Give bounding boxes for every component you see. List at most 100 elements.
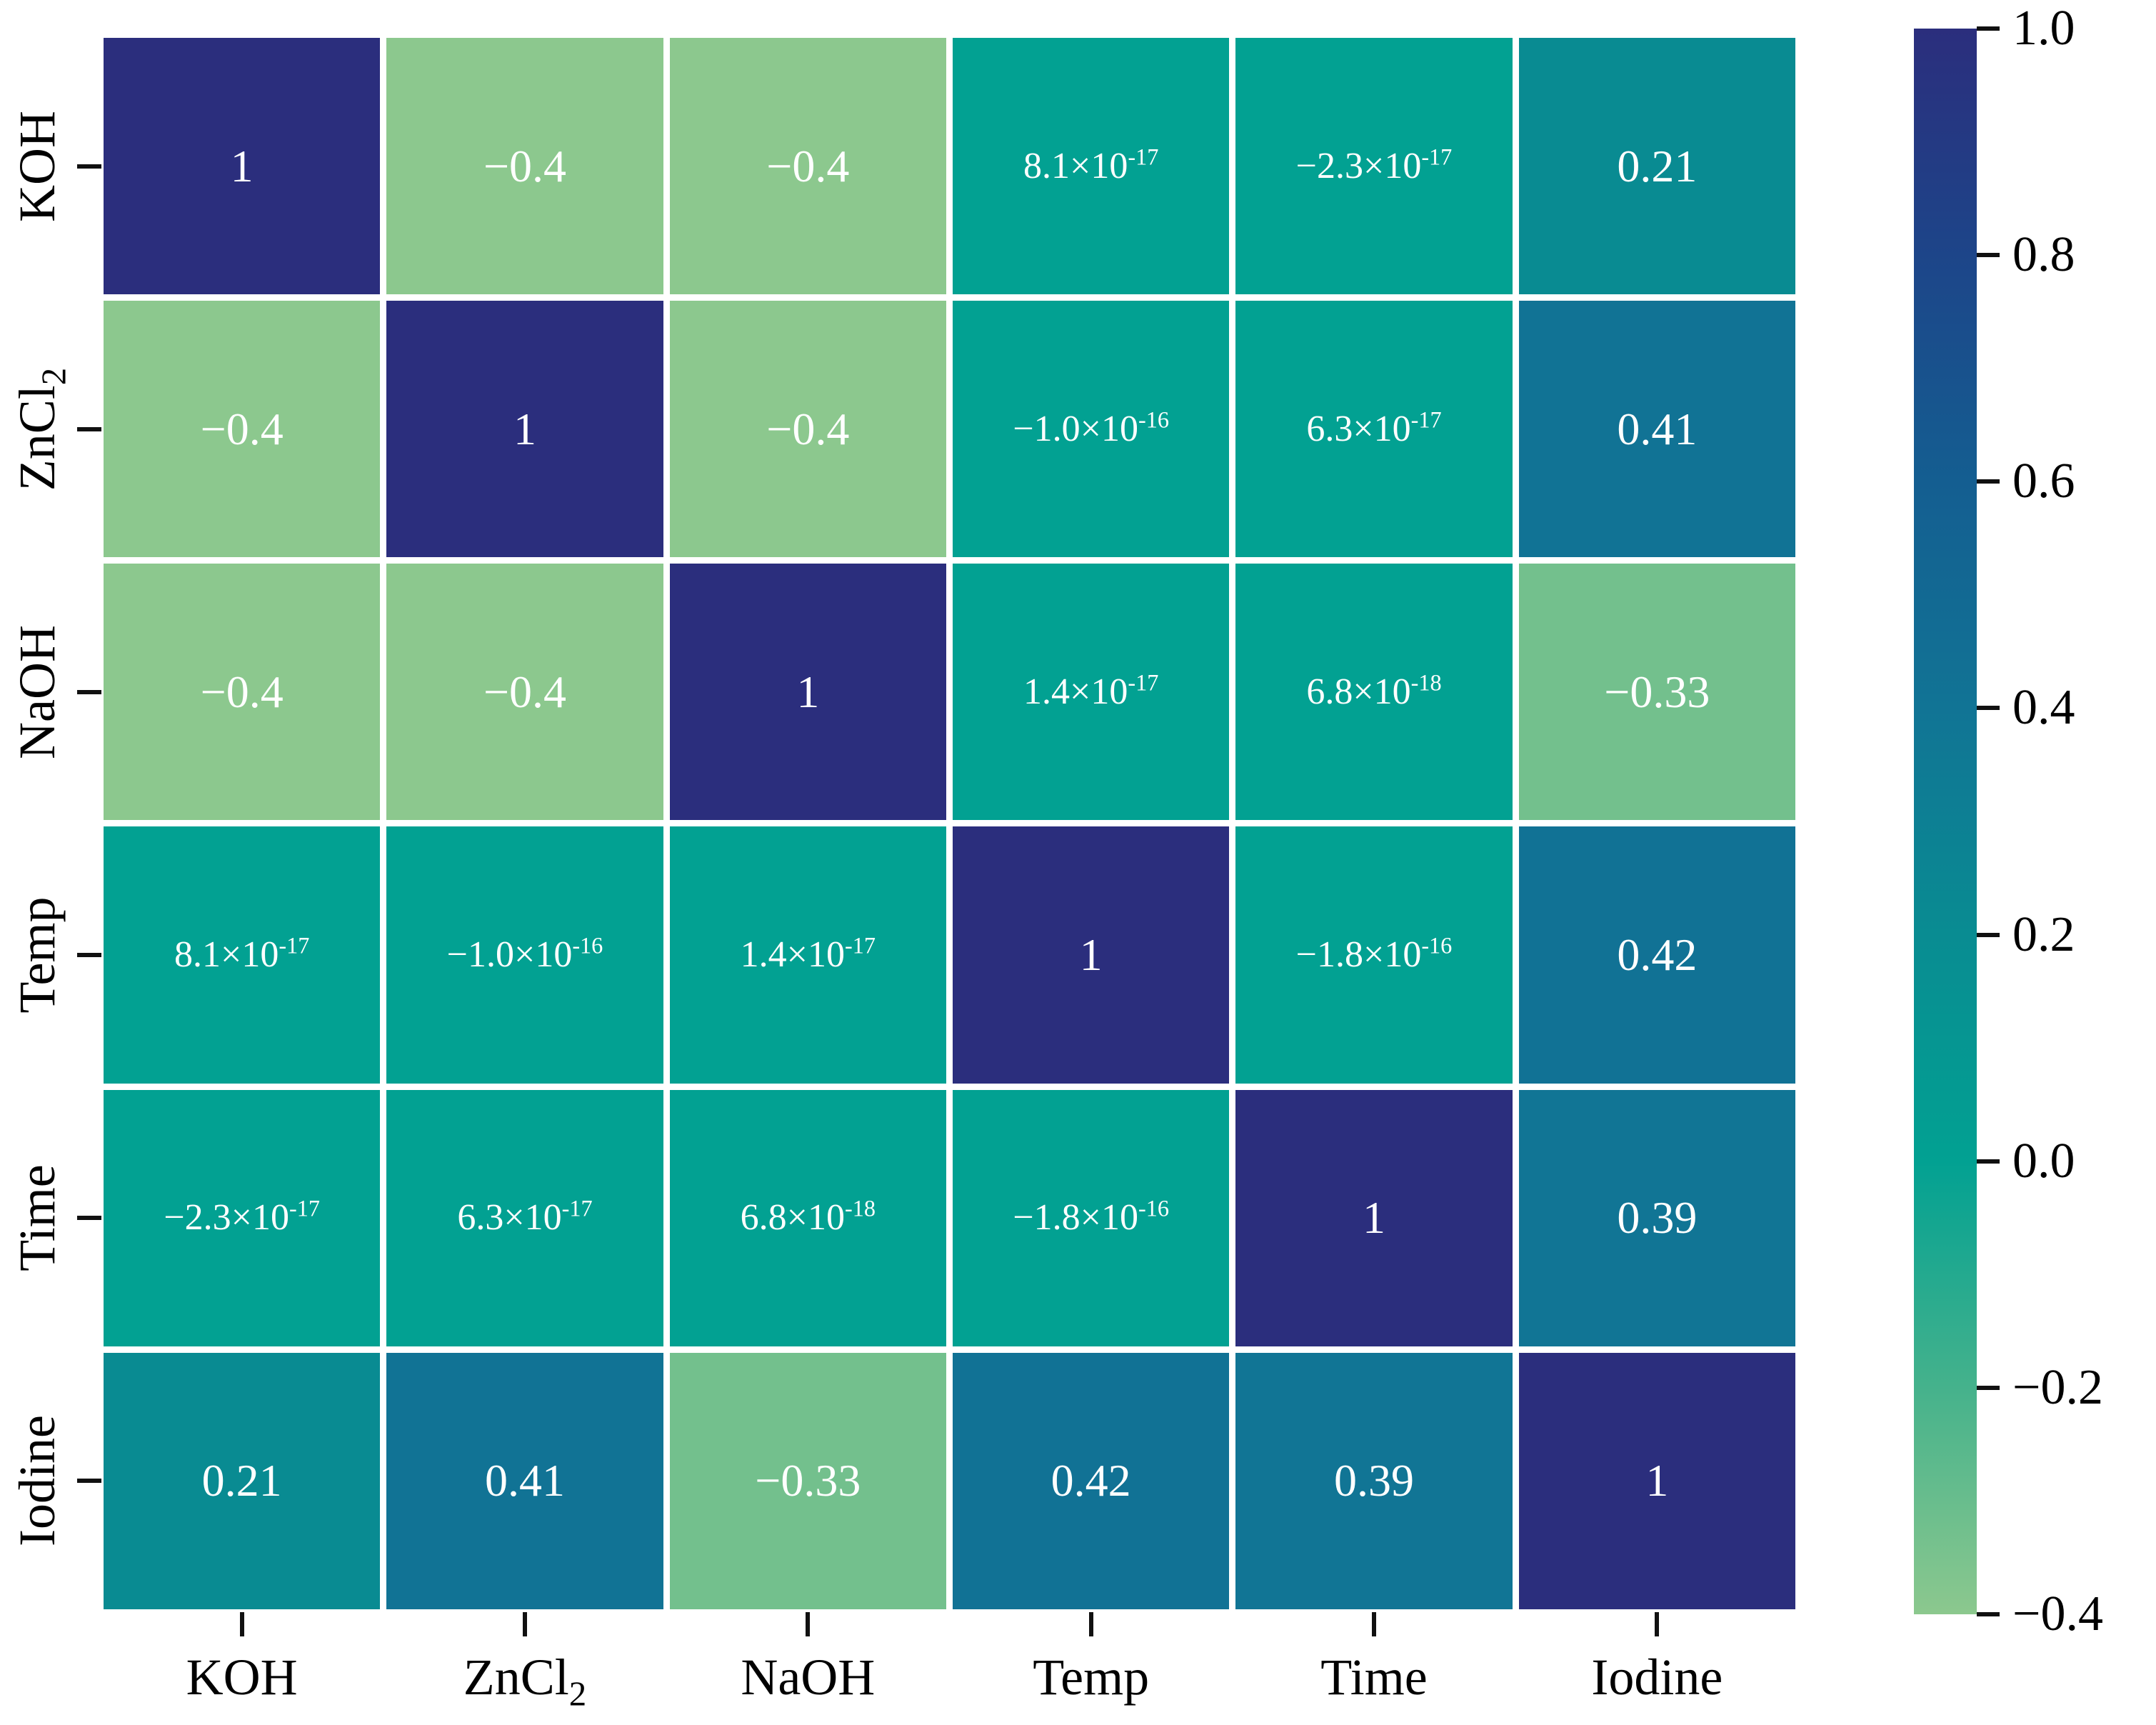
cell-value: 0.41	[484, 1455, 565, 1506]
cell-value: −2.3×10-17	[1295, 144, 1453, 186]
y-axis-label: Iodine	[9, 1415, 66, 1547]
colorbar-tick-label: −0.4	[2012, 1586, 2103, 1641]
colorbar-tick-label: 0.0	[2012, 1133, 2075, 1189]
colorbar-tick	[1977, 1612, 2000, 1616]
cell-value: 1	[230, 140, 254, 191]
heatmap-cell: 0.42	[1518, 826, 1795, 1084]
heatmap-cell: 8.1×10-17	[104, 826, 381, 1084]
heatmap-cell: −0.4	[669, 301, 946, 558]
heatmap-cell: 0.41	[386, 1352, 663, 1609]
heatmap-cell: 1	[1235, 1089, 1513, 1346]
cell-value: 0.21	[201, 1455, 282, 1506]
cell-value: −0.4	[200, 403, 284, 454]
heatmap-cell: 1	[953, 826, 1230, 1084]
colorbar-tick	[1977, 479, 2000, 484]
y-axis-tick	[77, 1216, 101, 1221]
cell-value: 8.1×10-17	[1023, 144, 1159, 186]
colorbar-tick-label: −0.2	[2012, 1359, 2103, 1415]
cell-value: 0.41	[1617, 403, 1698, 454]
cell-value: −0.33	[1604, 666, 1710, 717]
y-axis-tick	[77, 1479, 101, 1484]
heatmap-cell: 1	[1518, 1352, 1795, 1609]
cell-value: 0.42	[1617, 929, 1698, 981]
y-axis-label: ZnCl2	[9, 367, 74, 491]
cell-value: 1	[1079, 929, 1103, 981]
heatmap-cell: 0.39	[1518, 1089, 1795, 1346]
x-axis-label: Temp	[1033, 1649, 1150, 1706]
heatmap-cell: −0.33	[669, 1352, 946, 1609]
cell-value: 1	[796, 666, 820, 717]
heatmap-cell: 8.1×10-17	[953, 38, 1230, 295]
x-axis-tick	[1088, 1612, 1093, 1636]
heatmap-cell: 6.8×10-18	[669, 1089, 946, 1346]
cell-value: 0.39	[1617, 1192, 1698, 1244]
cell-value: 1	[513, 403, 536, 454]
y-axis-label: Time	[9, 1164, 66, 1271]
colorbar-tick-label: 0.8	[2012, 227, 2075, 283]
cell-value: −1.0×10-16	[446, 932, 603, 976]
x-axis-label: Iodine	[1591, 1649, 1723, 1706]
heatmap-cell: −0.33	[1518, 564, 1795, 821]
cell-value: −0.4	[766, 140, 850, 191]
heatmap-cell: −1.8×10-16	[953, 1089, 1230, 1346]
cell-value: 0.39	[1333, 1455, 1414, 1506]
heatmap-cell: 1	[669, 564, 946, 821]
y-axis-label: NaOH	[9, 624, 66, 759]
heatmap-cell: 6.3×10-17	[1235, 301, 1513, 558]
heatmap-cell: −0.4	[386, 38, 663, 295]
x-axis-tick	[239, 1612, 244, 1636]
y-axis-label: KOH	[9, 110, 66, 222]
cell-value: −0.4	[483, 140, 567, 191]
heatmap-cell: 6.8×10-18	[1235, 564, 1513, 821]
cell-value: 1.4×10-17	[740, 932, 876, 976]
heatmap-cell: 0.42	[953, 1352, 1230, 1609]
heatmap-cell: −2.3×10-17	[1235, 38, 1513, 295]
colorbar-tick	[1977, 1385, 2000, 1390]
heatmap-cell: −0.4	[104, 564, 381, 821]
heatmap-cell: −0.4	[104, 301, 381, 558]
heatmap-cell: 1	[104, 38, 381, 295]
cell-value: −0.4	[483, 666, 567, 717]
heatmap-cell: −0.4	[386, 564, 663, 821]
colorbar-tick-label: 0.4	[2012, 680, 2075, 736]
cell-value: 0.42	[1051, 1455, 1131, 1506]
heatmap-cell: 0.39	[1235, 1352, 1513, 1609]
x-axis-label: Time	[1320, 1649, 1428, 1706]
cell-value: 8.1×10-17	[174, 932, 310, 976]
heatmap-cell: −2.3×10-17	[104, 1089, 381, 1346]
x-axis-tick	[806, 1612, 811, 1636]
colorbar-tick	[1977, 26, 2000, 31]
cell-value: 6.8×10-18	[1306, 669, 1442, 712]
cell-value: 6.3×10-17	[457, 1195, 593, 1239]
heatmap-cell: −0.4	[669, 38, 946, 295]
colorbar	[1914, 29, 1977, 1614]
y-axis-tick	[77, 953, 101, 958]
heatmap-cell: 0.41	[1518, 301, 1795, 558]
cell-value: −0.33	[755, 1455, 861, 1506]
cell-value: 0.21	[1617, 140, 1698, 191]
colorbar-tick-label: 1.0	[2012, 1, 2075, 56]
cell-value: −1.8×10-16	[1013, 1195, 1169, 1239]
cell-value: 6.8×10-18	[740, 1195, 876, 1239]
heatmap-cell: 0.21	[104, 1352, 381, 1609]
cell-value: −1.8×10-16	[1295, 932, 1453, 976]
y-axis-label: Temp	[9, 896, 66, 1014]
y-axis-tick	[77, 689, 101, 694]
heatmap-cell: −1.0×10-16	[386, 826, 663, 1084]
cell-value: −2.3×10-17	[164, 1195, 320, 1239]
x-axis-tick	[1655, 1612, 1660, 1636]
colorbar-tick-label: 0.2	[2012, 906, 2075, 962]
heatmap-grid: 1 −0.4 −0.4 8.1×10-17 −2.3×10-17 0.21 −0.4 1 −0.…	[104, 38, 1795, 1609]
heatmap-cell: 6.3×10-17	[386, 1089, 663, 1346]
heatmap-cell: 1.4×10-17	[669, 826, 946, 1084]
x-axis-label: KOH	[186, 1649, 298, 1706]
cell-value: 1	[1362, 1192, 1385, 1244]
heatmap-cell: 1.4×10-17	[953, 564, 1230, 821]
cell-value: −0.4	[766, 403, 850, 454]
cell-value: 1.4×10-17	[1023, 669, 1159, 712]
x-axis-tick	[1372, 1612, 1376, 1636]
cell-value: 1	[1645, 1455, 1669, 1506]
y-axis-tick	[77, 426, 101, 431]
cell-value: −1.0×10-16	[1013, 406, 1169, 449]
